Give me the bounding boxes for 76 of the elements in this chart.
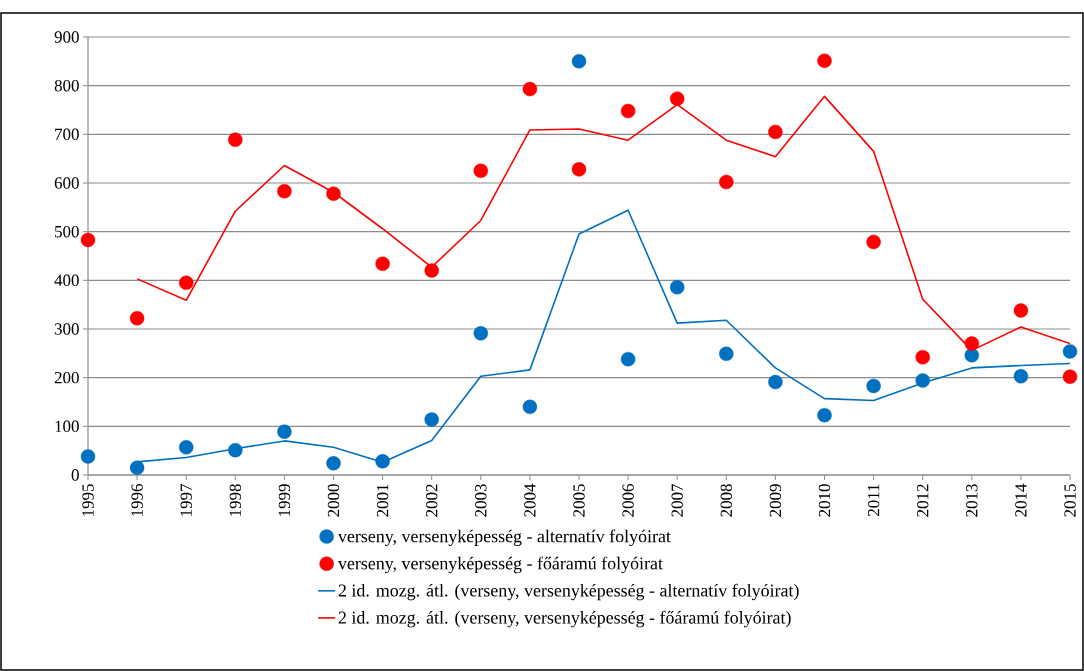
point xyxy=(179,275,194,290)
x-tick-label: 2014 xyxy=(1015,483,1027,517)
x-tick-label: 2009 xyxy=(769,484,782,517)
point xyxy=(620,351,636,367)
point xyxy=(424,263,439,278)
point xyxy=(817,407,832,423)
point xyxy=(964,336,980,351)
x-tick-label: 2008 xyxy=(720,484,733,517)
point xyxy=(326,456,341,471)
x-tick-label: 2005 xyxy=(573,484,585,517)
point xyxy=(473,163,489,179)
x-tick-label: 2013 xyxy=(966,484,978,517)
point xyxy=(129,460,145,475)
x-tick-label: 2007 xyxy=(671,483,683,517)
x-tick-label: 2011 xyxy=(867,484,880,516)
y-tick-label: 200 xyxy=(54,371,79,384)
legend-label: 2 id. mozg. átl. (verseny, versenyképesség - főáramú folyóirat) xyxy=(338,610,791,628)
point xyxy=(1013,303,1029,318)
x-tick-label: 1999 xyxy=(278,484,291,516)
y-tick-label: 600 xyxy=(54,177,79,189)
point xyxy=(670,91,685,106)
point xyxy=(817,53,832,69)
point xyxy=(326,186,341,201)
legend-label: verseny, versenyképesség - főáramú folyóirat xyxy=(337,556,663,574)
point xyxy=(277,424,292,439)
x-tick-label: 2015 xyxy=(1064,484,1076,517)
point xyxy=(571,54,587,69)
y-tick-label: 500 xyxy=(55,225,79,238)
y-tick-label: 300 xyxy=(54,323,79,335)
point xyxy=(571,162,587,177)
x-tick-label: 2010 xyxy=(818,484,831,517)
legend-label: verseny, versenyképesség - alternatív folyóirat xyxy=(337,529,671,547)
x-tick-label: 1998 xyxy=(229,484,242,516)
point xyxy=(768,374,783,390)
x-tick-label: 2012 xyxy=(917,484,929,517)
point xyxy=(1013,368,1029,384)
x-tick-label: 2003 xyxy=(475,484,487,517)
x-tick-label: 1997 xyxy=(180,483,192,516)
x-tick-label: 2001 xyxy=(376,484,389,517)
x-tick-label: 1996 xyxy=(131,484,143,516)
point xyxy=(129,311,145,326)
point xyxy=(522,399,538,415)
point xyxy=(620,103,636,119)
y-tick-label: 0 xyxy=(71,469,79,481)
point xyxy=(1062,344,1078,359)
point xyxy=(915,373,930,388)
point xyxy=(473,326,489,341)
x-tick-label: 2002 xyxy=(425,484,438,517)
point xyxy=(1062,369,1078,384)
x-tick-label: 2006 xyxy=(622,484,634,517)
point xyxy=(866,378,881,394)
point xyxy=(719,346,734,362)
x-tick-label: 2004 xyxy=(524,483,536,517)
y-tick-label: 100 xyxy=(55,420,79,433)
point xyxy=(375,454,390,469)
point xyxy=(866,234,881,250)
point xyxy=(424,412,439,427)
y-tick-label: 900 xyxy=(54,31,79,43)
point xyxy=(80,232,96,248)
point xyxy=(768,124,783,140)
y-tick-label: 400 xyxy=(54,274,79,287)
point xyxy=(228,132,243,147)
point xyxy=(522,81,538,97)
x-tick-label: 1995 xyxy=(82,484,94,516)
point xyxy=(80,449,96,464)
point xyxy=(228,442,243,458)
point xyxy=(915,350,930,365)
point xyxy=(670,279,685,295)
point xyxy=(179,440,194,455)
y-tick-label: 700 xyxy=(55,128,79,141)
point xyxy=(719,174,734,190)
y-tick-label: 800 xyxy=(54,79,79,92)
legend-label: 2 id. mozg. átl. (verseny, versenyképesség - alternatív folyóirat) xyxy=(338,583,799,601)
point xyxy=(375,256,390,271)
x-tick-label: 2000 xyxy=(327,484,340,517)
point xyxy=(277,184,292,199)
